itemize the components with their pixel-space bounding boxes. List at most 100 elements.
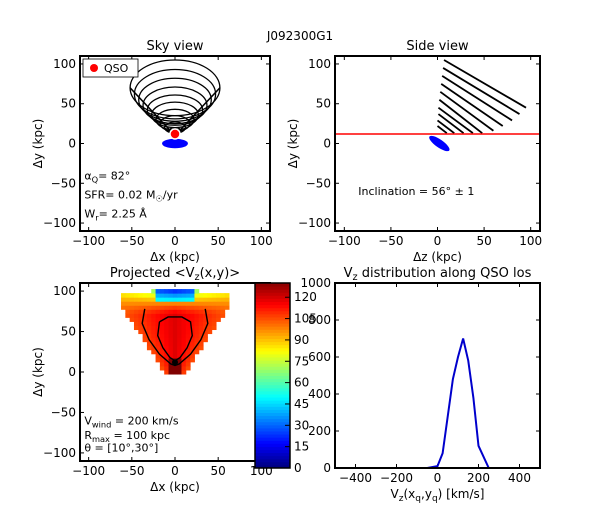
y-axis-label: Δy (kpc) (31, 347, 45, 397)
x-tick-label: 50 (211, 464, 226, 478)
vz-distribution-panel: Vz​ distribution along QSO los −400 −200 0 2… (300, 266, 541, 504)
vz-map-cell (138, 305, 144, 310)
plot-frame (334, 282, 541, 469)
vz-map-cell (151, 337, 157, 343)
vz-map-cell (164, 333, 170, 339)
colorbar-segment (255, 443, 290, 447)
colorbar-frame (254, 282, 291, 469)
y-tick-label: −50 (306, 176, 331, 190)
vz-map-cell (172, 289, 178, 294)
vz-map-cell (190, 337, 195, 343)
vz-map-cell (133, 309, 139, 314)
vz-map-cell (159, 309, 165, 314)
colorbar-segment (255, 304, 290, 309)
colorbar-segment (255, 344, 290, 349)
vz-map-cell (190, 317, 195, 322)
vz-map-cell (177, 369, 182, 375)
vz-map-cell (151, 345, 157, 351)
vz-map-cell (177, 321, 182, 326)
vz-map-cell (138, 313, 144, 318)
vz-map-cell (142, 313, 148, 318)
vz-map-cell (185, 349, 191, 355)
vz-map-cell (133, 313, 139, 318)
wind-cone-line (436, 119, 455, 134)
colorbar-segment (255, 316, 290, 321)
vz-map-cell (177, 341, 182, 347)
vz-map-cell (198, 333, 204, 339)
y-tick-label: 50 (316, 97, 331, 111)
vz-map-cell (181, 369, 187, 375)
cone-ring-ellipse (146, 94, 204, 126)
wind-cone-line (441, 75, 513, 122)
colorbar-segment (255, 384, 290, 389)
vz-map-cell (203, 293, 208, 298)
vz-map-cell (203, 301, 208, 306)
vz-map-cell (125, 313, 131, 318)
vz-map-cell (177, 317, 182, 322)
colorbar-tick-label: 75 (294, 354, 309, 368)
vz-map-cell (177, 337, 182, 343)
galaxy-disk (162, 138, 188, 149)
panel-annotation: αQ​= 82° (84, 169, 130, 184)
vz-map-cell (177, 365, 182, 371)
vz-map-cell (177, 305, 182, 310)
vz-map-cell (168, 305, 174, 310)
colorbar-segment (255, 387, 290, 392)
vz-map-cell (181, 333, 187, 339)
vz-map-cell (138, 293, 144, 298)
vz-map-cell (146, 341, 152, 347)
panel-annotation: SFR= 0.02 M☉​/yr (84, 188, 178, 203)
vz-map-cell (211, 297, 217, 302)
vz-map-cell (168, 297, 174, 302)
colorbar-segment (255, 400, 290, 404)
y-tick-label: 0 (68, 365, 76, 379)
vz-map-cell (129, 305, 135, 310)
vz-map-cell (198, 341, 204, 347)
colorbar-segment (255, 298, 290, 302)
vz-map-cell (177, 301, 182, 306)
vz-map-cell (129, 297, 135, 302)
vz-map-cell (129, 301, 135, 306)
panel-annotation: Wr​= 2.25 Å (84, 207, 147, 222)
colorbar-segment (255, 347, 290, 352)
vz-map-cell (185, 337, 191, 343)
vz-map-cell (194, 289, 200, 294)
vz-map-cell (185, 309, 191, 314)
panel-annotation: Rmax​ = 100 kpc (84, 429, 170, 444)
vz-map-cell (159, 357, 165, 363)
y-axis-label: Δy (kpc) (31, 119, 45, 169)
vz-map-cell (151, 341, 157, 347)
vz-map-cell (151, 349, 157, 355)
vz-map-cell (172, 309, 178, 314)
vz-map-cell (198, 329, 204, 335)
vz-map-cell (216, 301, 221, 306)
y-tick-label: 0 (323, 461, 331, 475)
wind-cone-line (440, 83, 504, 127)
y-tick-label: −100 (298, 216, 331, 230)
colorbar-segment (255, 295, 290, 299)
vz-map-cell (155, 301, 161, 306)
colorbar-segment (255, 350, 290, 355)
colorbar-segment (255, 289, 290, 293)
vz-map-cell (142, 293, 148, 298)
colorbar-segment (255, 323, 290, 327)
vz-map-cell (125, 301, 131, 306)
vz-map-cell (151, 305, 157, 310)
vz-map-cell (159, 361, 165, 367)
vz-map-cell (146, 293, 152, 298)
colorbar-segment (255, 320, 290, 324)
vz-map-cell (211, 305, 217, 310)
vz-map-cell (146, 309, 152, 314)
vz-map-cell (142, 321, 148, 326)
vz-map-cell (155, 293, 161, 298)
vz-map-cell (203, 297, 208, 302)
vz-map-cell (185, 293, 191, 298)
vz-map-cell (198, 313, 204, 318)
vz-map-cell (172, 293, 178, 298)
vz-map-cell (181, 309, 187, 314)
wind-cone-line (438, 99, 483, 134)
legend-box (82, 58, 139, 78)
vz-map-cell (194, 321, 200, 326)
vz-map-cell (190, 305, 195, 310)
colorbar-segment (255, 424, 290, 429)
